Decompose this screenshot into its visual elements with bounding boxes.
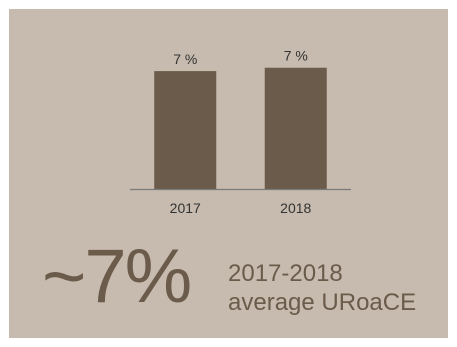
uroace-panel: 7 % 2017 7 % 2018 ~7% 2017-2018 average URo…	[9, 9, 448, 338]
bar-chart: 7 % 2017 7 % 2018	[130, 48, 351, 216]
bar-2018	[264, 67, 327, 189]
data-label-2018: 7 %	[284, 48, 308, 64]
summary-caption-period: 2017-2018	[228, 260, 343, 287]
x-tick-label-2018: 2018	[280, 200, 311, 216]
data-label-2017: 7 %	[173, 51, 197, 67]
summary-caption: 2017-2018 average URoaCE	[228, 259, 416, 317]
bar-2017	[154, 71, 217, 189]
x-tick-label-2017: 2017	[170, 200, 201, 216]
summary-value: ~7%	[42, 234, 192, 319]
summary-caption-metric: average URoaCE	[228, 289, 417, 316]
